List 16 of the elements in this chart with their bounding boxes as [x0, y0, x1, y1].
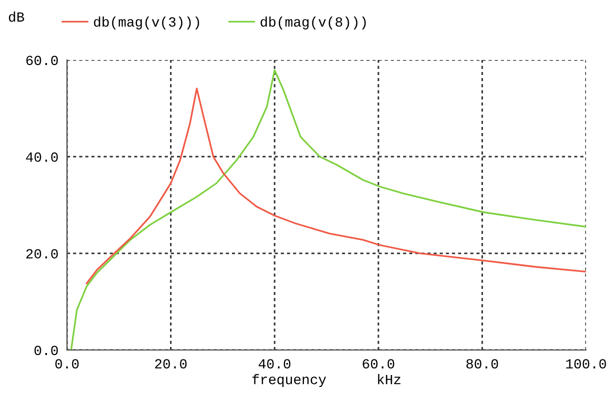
y-axis-title: dB: [8, 12, 24, 22]
x-tick-label: 40.0: [258, 359, 290, 369]
legend-label: db(mag(v(3))): [94, 16, 200, 30]
x-tick-label: 0.0: [55, 359, 79, 369]
x-tick-label: 60.0: [362, 359, 394, 369]
x-tick-label: 20.0: [155, 359, 187, 369]
y-tick-label: 20.0: [26, 249, 58, 259]
line-series: [86, 88, 586, 284]
y-tick-label: 40.0: [26, 152, 58, 162]
y-tick-label: 60.0: [26, 56, 58, 66]
x-axis-title: frequency kHz: [252, 374, 400, 388]
x-tick-label: 80.0: [466, 359, 498, 369]
x-tick-label: 100.0: [566, 359, 606, 369]
line-series: [70, 69, 586, 350]
y-tick-label: 0.0: [34, 346, 58, 356]
legend-label: db(mag(v(8))): [260, 16, 366, 30]
